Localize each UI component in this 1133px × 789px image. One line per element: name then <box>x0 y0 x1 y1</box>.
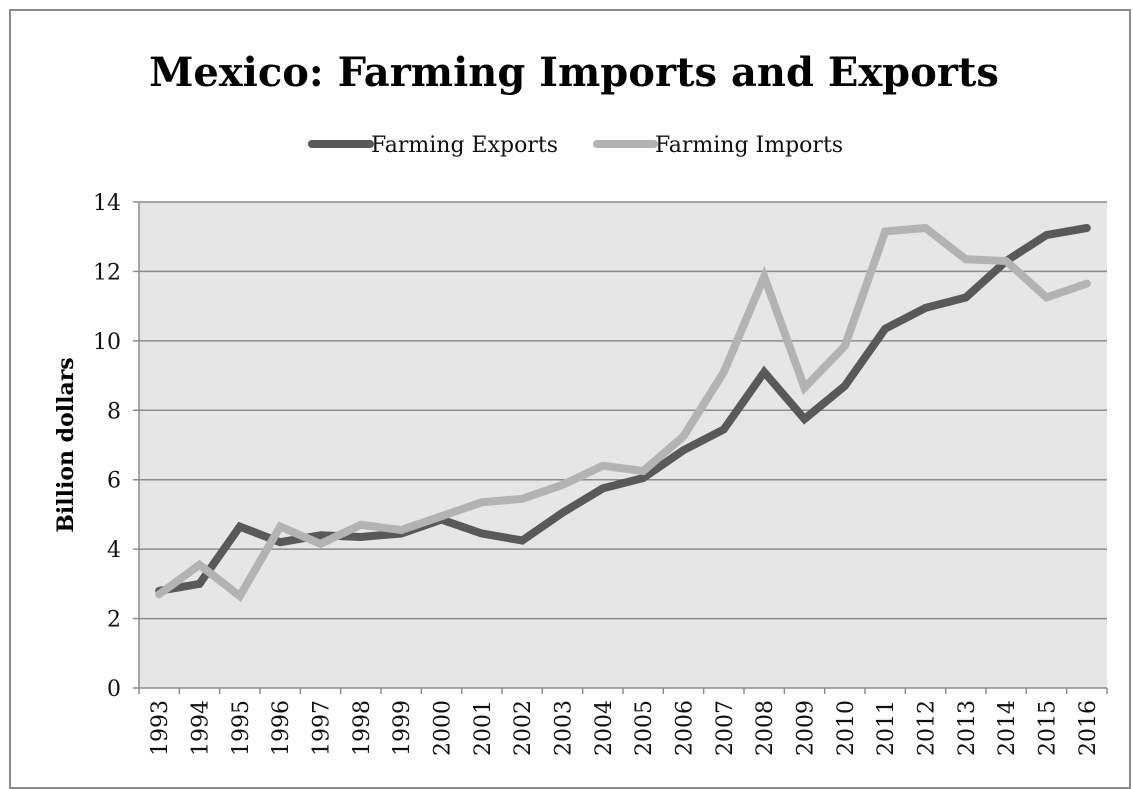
series-line-exports <box>155 224 1091 595</box>
x-tick-label: 1993 <box>148 700 173 756</box>
x-axis-ticks: 1993 1994 1995 1996 1997 1998 1999 2000 2001 2002… <box>138 688 1108 756</box>
legend-label-exports: Farming Exports <box>371 133 558 158</box>
plot-area <box>139 202 1107 688</box>
x-tick-label: 2004 <box>592 700 617 756</box>
x-tick-label: 1994 <box>189 700 214 756</box>
y-tick-label: 8 <box>107 399 121 424</box>
x-tick-label: 2013 <box>955 700 980 756</box>
y-tick-label: 10 <box>93 330 121 355</box>
y-tick-label: 2 <box>107 608 121 633</box>
y-tick-label: 6 <box>107 469 121 494</box>
x-tick-label: 2009 <box>794 700 819 756</box>
x-tick-label: 1999 <box>390 700 415 756</box>
x-tick-label: 1998 <box>350 700 375 756</box>
x-tick-label: 2007 <box>713 700 738 756</box>
x-tick-label: 2015 <box>1036 700 1061 756</box>
x-tick-label: 1995 <box>229 700 254 756</box>
y-tick-label: 0 <box>107 677 121 702</box>
x-tick-label: 2006 <box>673 700 698 756</box>
x-tick-label: 2000 <box>431 700 456 756</box>
x-tick-label: 2011 <box>874 700 899 756</box>
x-tick-label: 2001 <box>471 700 496 756</box>
x-tick-label: 2002 <box>511 700 536 756</box>
y-tick-label: 14 <box>93 191 121 216</box>
series-lines <box>155 223 1091 602</box>
x-tick-label: 2010 <box>834 700 859 756</box>
x-tick-label: 2016 <box>1076 700 1101 756</box>
x-tick-label: 2003 <box>552 700 577 756</box>
x-tick-label: 2005 <box>632 700 657 756</box>
y-axis-label: Billion dollars <box>53 357 79 532</box>
y-tick-label: 4 <box>107 538 121 563</box>
x-tick-label: 1997 <box>310 700 335 756</box>
y-tick-label: 12 <box>93 260 121 285</box>
x-tick-label: 1996 <box>269 700 294 756</box>
series-line-imports <box>155 223 1091 602</box>
chart-title: Mexico: Farming Imports and Exports <box>149 49 999 96</box>
x-tick-label: 2014 <box>995 700 1020 756</box>
x-tick-label: 2012 <box>915 700 940 756</box>
x-tick-label: 2008 <box>753 700 778 756</box>
legend-label-imports: Farming Imports <box>655 133 843 158</box>
y-axis-ticks: 0 2 4 6 8 10 12 14 <box>93 191 140 702</box>
legend: Farming Exports Farming Imports <box>308 133 843 158</box>
